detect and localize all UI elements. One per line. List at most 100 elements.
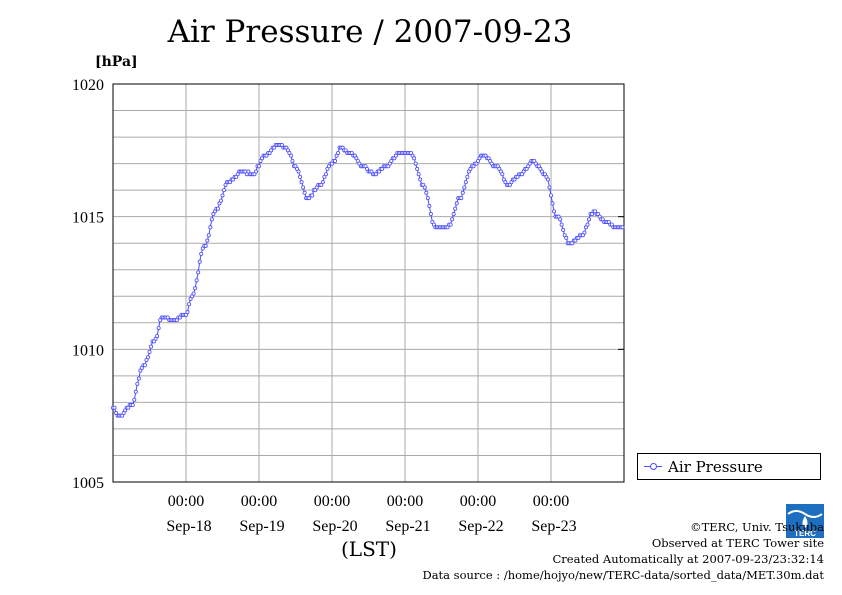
x-tick-date-label: Sep-20 bbox=[312, 518, 357, 535]
x-tick-time-label: 00:00 bbox=[314, 493, 350, 510]
credit-data-source: Data source : /home/hojyo/new/TERC-data/… bbox=[422, 568, 824, 582]
data-point bbox=[253, 169, 258, 174]
data-point bbox=[196, 270, 201, 275]
legend-dot-marker bbox=[650, 463, 657, 470]
series-line bbox=[113, 144, 623, 417]
data-point bbox=[559, 222, 564, 227]
data-point bbox=[450, 217, 455, 222]
x-tick-time-label: 00:00 bbox=[460, 493, 496, 510]
data-point bbox=[416, 172, 421, 177]
series-air-pressure bbox=[111, 143, 625, 418]
data-point bbox=[549, 193, 554, 198]
data-point bbox=[454, 201, 459, 206]
x-tick-time-label: 00:00 bbox=[241, 493, 277, 510]
data-point bbox=[336, 150, 341, 155]
data-point bbox=[585, 222, 590, 227]
data-point bbox=[199, 251, 204, 256]
credit-created: Created Automatically at 2007-09-23/23:3… bbox=[552, 552, 825, 566]
data-point bbox=[194, 278, 199, 283]
x-tick-date-label: Sep-18 bbox=[166, 518, 211, 535]
data-point bbox=[552, 209, 557, 214]
x-tick-time-label: 00:00 bbox=[168, 493, 204, 510]
credits-block: ©TERC, Univ. Tsukuba Observed at TERC To… bbox=[422, 519, 824, 583]
y-tick-label: 1010 bbox=[72, 342, 104, 359]
data-point bbox=[147, 349, 152, 354]
data-point bbox=[299, 180, 304, 185]
y-axis-unit-label: [hPa] bbox=[95, 54, 138, 70]
data-point bbox=[288, 153, 293, 158]
data-point bbox=[422, 185, 427, 190]
data-point bbox=[545, 177, 550, 182]
logo-text: TERC bbox=[794, 529, 816, 538]
y-tick-label: 1020 bbox=[72, 77, 104, 94]
legend-label: Air Pressure bbox=[668, 458, 763, 476]
data-point bbox=[187, 302, 192, 307]
data-point bbox=[413, 161, 418, 166]
x-axis-caption: (LST) bbox=[341, 537, 397, 561]
x-tick-date-label: Sep-19 bbox=[239, 518, 284, 535]
data-point bbox=[302, 190, 307, 195]
data-point bbox=[112, 405, 117, 410]
data-point bbox=[620, 225, 625, 230]
x-tick-time-label: 00:00 bbox=[387, 493, 423, 510]
data-point bbox=[155, 334, 160, 339]
data-point bbox=[582, 230, 587, 235]
data-point bbox=[145, 355, 150, 360]
data-point bbox=[203, 243, 208, 248]
x-tick-time-label: 00:00 bbox=[533, 493, 569, 510]
data-point bbox=[333, 158, 338, 163]
data-point bbox=[465, 174, 470, 179]
data-point bbox=[547, 185, 552, 190]
data-point bbox=[500, 172, 505, 177]
data-point bbox=[149, 344, 154, 349]
data-point bbox=[462, 185, 467, 190]
chart-title: Air Pressure / 2007-09-23 bbox=[167, 14, 573, 50]
x-tick-date-label: Sep-23 bbox=[531, 518, 576, 535]
data-point bbox=[428, 212, 433, 217]
data-point bbox=[460, 190, 465, 195]
data-point bbox=[290, 158, 295, 163]
data-point bbox=[310, 193, 315, 198]
x-tick-date-label: Sep-21 bbox=[385, 518, 430, 535]
terc-logo-icon: TERC bbox=[786, 504, 824, 538]
data-point bbox=[191, 291, 196, 296]
data-point bbox=[424, 190, 429, 195]
data-point bbox=[197, 259, 202, 264]
data-point bbox=[448, 222, 453, 227]
data-point bbox=[185, 310, 190, 315]
plot-frame bbox=[112, 83, 625, 483]
data-point bbox=[130, 403, 135, 408]
data-point bbox=[463, 180, 468, 185]
data-point bbox=[415, 166, 420, 171]
x-axis: 00:00 Sep-18 00:00 Sep-19 00:00 Sep-20 00:00 Se… bbox=[166, 493, 576, 535]
data-point bbox=[425, 196, 430, 201]
data-point bbox=[550, 201, 555, 206]
data-point bbox=[136, 376, 141, 381]
data-point bbox=[427, 204, 432, 209]
data-point bbox=[135, 381, 140, 386]
data-point bbox=[133, 389, 138, 394]
data-point bbox=[418, 177, 423, 182]
legend: Air Pressure bbox=[637, 453, 821, 480]
data-point bbox=[296, 169, 301, 174]
data-point bbox=[156, 326, 161, 331]
data-point bbox=[193, 286, 198, 291]
data-point bbox=[558, 217, 563, 222]
data-point bbox=[459, 196, 464, 201]
data-point bbox=[208, 225, 213, 230]
data-point bbox=[320, 180, 325, 185]
data-point bbox=[256, 164, 261, 169]
data-point bbox=[215, 206, 220, 211]
data-point bbox=[451, 212, 456, 217]
data-point bbox=[220, 193, 225, 198]
data-point bbox=[205, 238, 210, 243]
data-point bbox=[218, 198, 223, 203]
data-point bbox=[209, 217, 214, 222]
data-point bbox=[301, 185, 306, 190]
y-tick-label: 1015 bbox=[72, 210, 104, 227]
chart-grid bbox=[113, 84, 624, 482]
data-point bbox=[587, 217, 592, 222]
data-point bbox=[206, 233, 211, 238]
y-axis: 1005 1010 1015 1020 bbox=[72, 77, 624, 492]
